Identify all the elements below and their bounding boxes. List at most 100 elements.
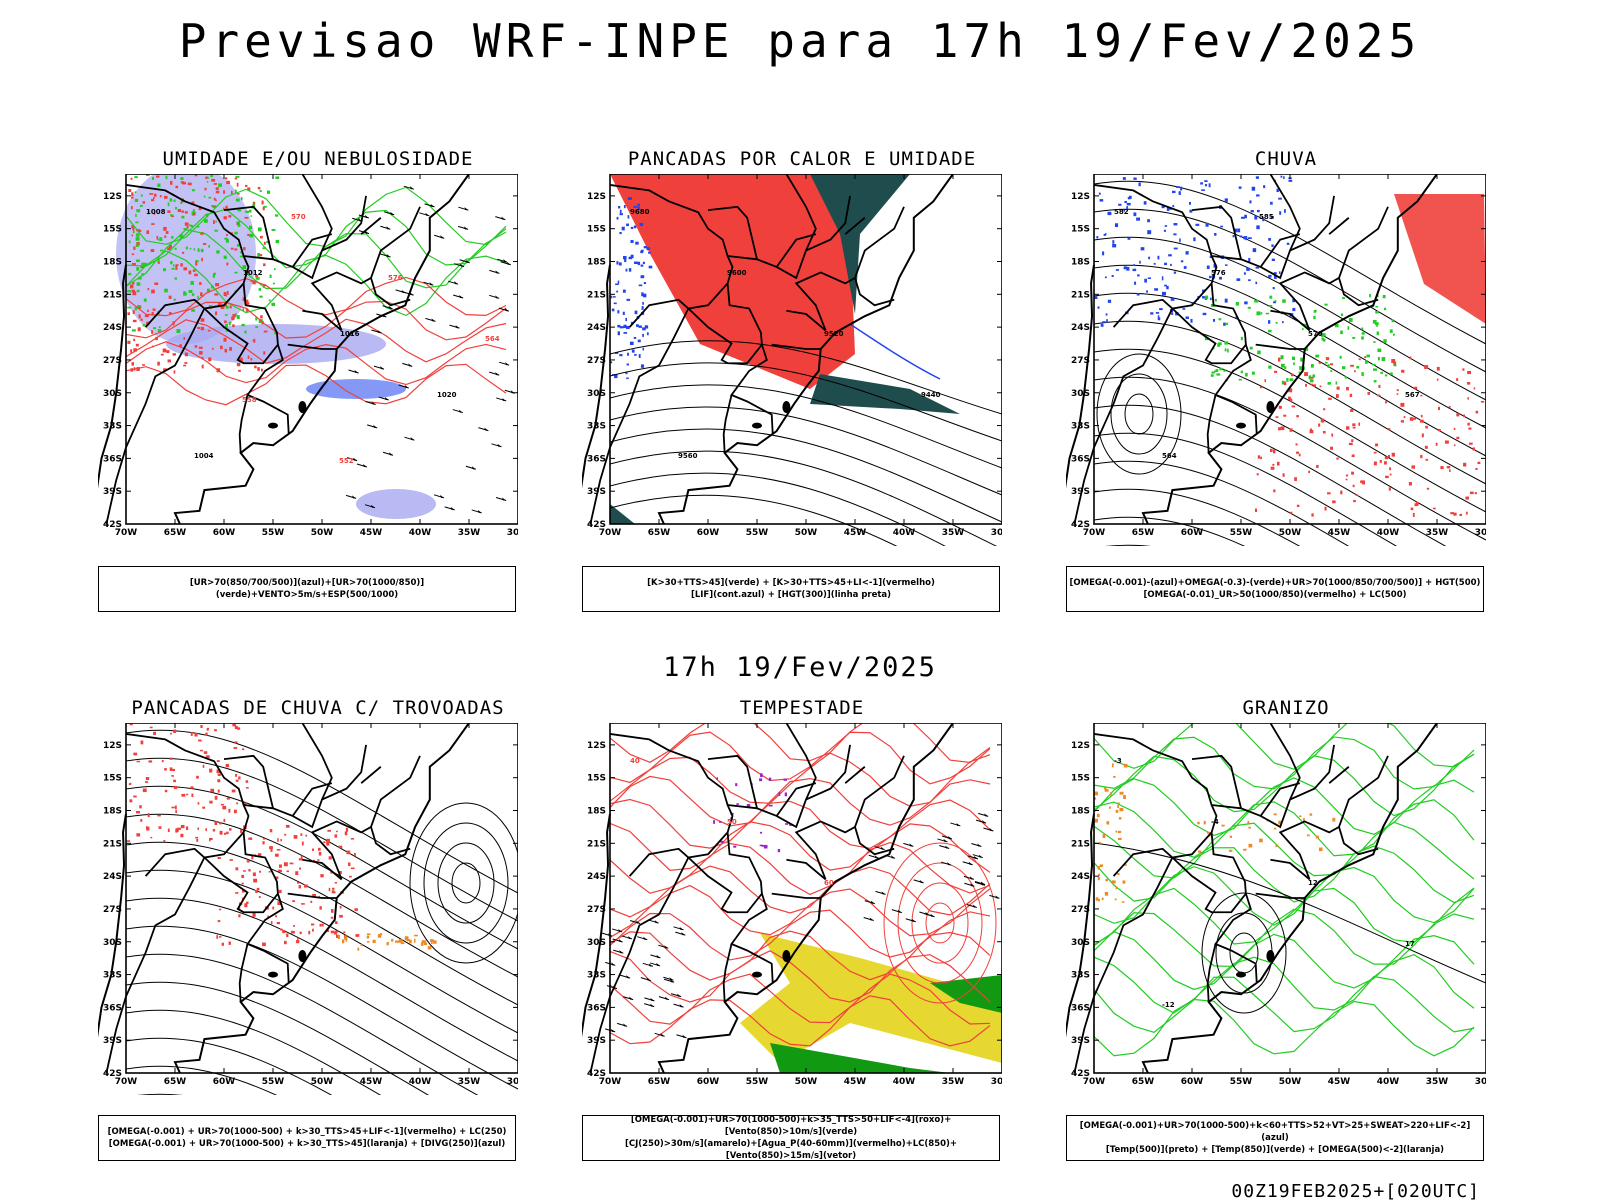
red-speck (1351, 439, 1354, 443)
orange-speck (1099, 864, 1103, 867)
orange-speck (1095, 897, 1099, 901)
green-speck (157, 183, 161, 187)
blue-speck (641, 306, 644, 310)
blue-speck (1132, 268, 1137, 272)
country-border (785, 723, 817, 800)
red-speck (1462, 368, 1465, 371)
red-speck (1456, 378, 1459, 381)
country-border (302, 858, 343, 881)
wind-vector (643, 936, 648, 940)
green-speck (157, 238, 160, 241)
green-speck (1335, 381, 1338, 385)
blue-speck (1144, 278, 1147, 283)
country-border (1211, 744, 1335, 829)
green-speck (234, 189, 237, 194)
red-speck (259, 235, 263, 239)
red-speck (312, 894, 316, 898)
red-speck (256, 887, 260, 891)
red-speck (1336, 457, 1339, 460)
orange-speck (1110, 792, 1112, 796)
green-speck (1391, 319, 1394, 323)
red-contour (609, 865, 991, 918)
blue-speck (644, 325, 649, 329)
blue-speck (1127, 197, 1131, 200)
red-speck (215, 311, 218, 316)
blue-speck (1185, 316, 1189, 319)
lat-label: 12S (103, 192, 122, 202)
country-border (785, 174, 817, 251)
red-speck (1296, 451, 1300, 454)
blue-speck (616, 290, 619, 293)
wind-vector (648, 963, 653, 967)
red-speck (345, 827, 349, 832)
wind-vector (495, 372, 500, 376)
country-border (722, 394, 733, 453)
green-speck (1341, 366, 1346, 370)
green-contour (1093, 736, 1475, 790)
red-speck (349, 875, 352, 878)
lat-label: 21S (103, 290, 122, 300)
red-speck (1436, 378, 1439, 381)
wind-vector (377, 330, 382, 334)
green-speck (1240, 336, 1243, 341)
red-speck (1435, 442, 1438, 446)
red-speck (215, 199, 217, 202)
red-speck (339, 906, 342, 909)
country-border (223, 205, 274, 260)
blue-speck (1102, 251, 1105, 256)
streamline (137, 1093, 183, 1095)
orange-speck (1229, 835, 1233, 838)
red-speck (215, 190, 220, 194)
red-speck (179, 344, 182, 347)
green-speck (141, 273, 144, 276)
lat-label: 30S (103, 938, 122, 948)
green-speck (132, 230, 135, 234)
red-speck (299, 867, 302, 870)
red-speck (245, 184, 248, 187)
red-speck (183, 337, 186, 340)
lon-label: 45W (360, 528, 383, 538)
red-speck (1322, 430, 1326, 434)
green-speck (1334, 324, 1339, 328)
red-speck (1373, 451, 1377, 454)
blue-speck (1195, 223, 1200, 226)
blue-speck (1256, 194, 1260, 197)
wind-vector (925, 911, 930, 915)
lagoon (298, 400, 307, 413)
green-speck (225, 238, 229, 243)
contour-label: 570 (291, 213, 306, 221)
wind-vector (373, 424, 378, 428)
blue-speck (1157, 315, 1160, 318)
country-border (1191, 754, 1242, 809)
blue-speck (1114, 223, 1119, 228)
red-speck (1331, 433, 1334, 437)
red-speck (295, 871, 299, 876)
dashed-red-contour (125, 318, 507, 364)
green-speck (143, 298, 147, 302)
green-speck (134, 176, 138, 179)
red-speck (1272, 463, 1275, 466)
blue-speck (616, 261, 619, 265)
wind-vector (945, 845, 950, 849)
red-speck (248, 837, 253, 840)
lat-label: 33S (103, 971, 122, 981)
wind-vector (909, 843, 914, 847)
wind-vector (353, 457, 358, 461)
country-border (775, 233, 817, 268)
lat-label: 30S (1071, 938, 1090, 948)
red-speck (1291, 405, 1296, 408)
green-speck (139, 204, 143, 207)
blue-speck (1202, 296, 1205, 299)
contour-label: 585 (1259, 213, 1274, 221)
wind-vector (382, 314, 387, 318)
orange-speck (1206, 831, 1210, 834)
green-speck (164, 288, 168, 293)
red-speck (199, 351, 203, 355)
lat-label: 12S (587, 741, 606, 751)
wind-vector (989, 827, 994, 831)
green-speck (212, 273, 216, 278)
red-speck (247, 187, 251, 191)
blue-speck (1172, 204, 1175, 208)
red-speck (236, 362, 241, 367)
red-speck (263, 263, 266, 267)
